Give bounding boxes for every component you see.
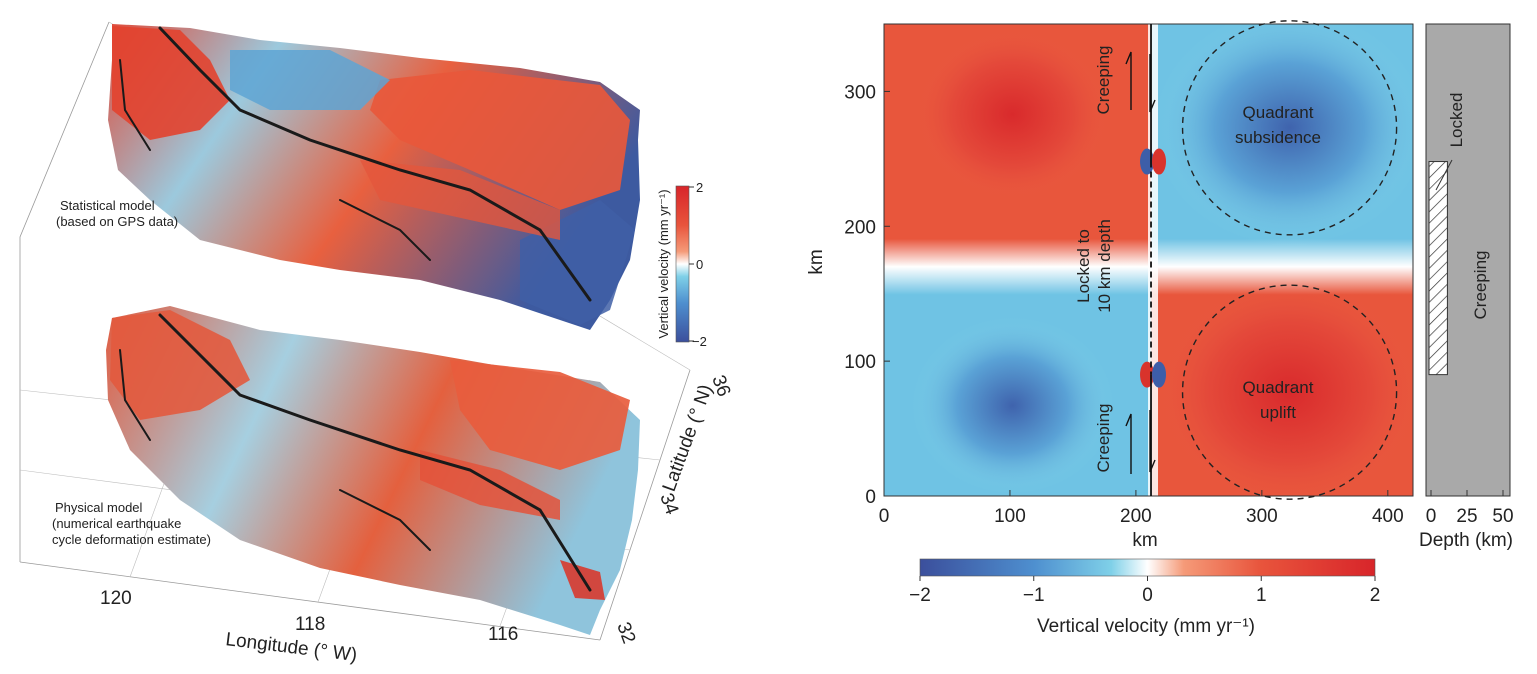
- uplift-label-line1: Quadrant: [1243, 378, 1314, 397]
- statistical-surface: [108, 24, 640, 330]
- surface-colorbar-bar: [675, 185, 690, 343]
- depth-tick-label: 50: [1492, 506, 1513, 527]
- uplift-circle: [1181, 284, 1398, 500]
- locked-leader-line: [1435, 159, 1453, 191]
- depth-tick-label: 0: [1426, 506, 1437, 527]
- x-tick-label: 100: [994, 506, 1026, 527]
- surface-colorbar: 2 0 −2 Vertical velocity (mm yr⁻¹): [656, 180, 707, 349]
- physical-red-east: [450, 360, 630, 470]
- colorbar-ticks: −2 −1 0 1 2: [909, 576, 1380, 606]
- uplift-label-line2: uplift: [1260, 403, 1296, 422]
- colorbar-tick-label: −2: [909, 585, 931, 606]
- surface-colorbar-tick-neg2: −2: [692, 334, 707, 349]
- longitude-tick-120: 120: [100, 588, 132, 609]
- longitude-tick-118: 118: [295, 614, 325, 635]
- longitude-axis-label: Longitude (° W): [224, 629, 358, 666]
- depth-profile-panel: Locked Creeping 0 25 50 Depth (km): [1419, 23, 1514, 551]
- arrow-down-bottom: [1149, 410, 1156, 473]
- fault-tip-top-red: [1152, 148, 1167, 175]
- y-axis-ticks: 0 100 200 300: [844, 82, 890, 508]
- latitude-tick-32: 32: [612, 620, 639, 647]
- subsidence-label-line1: Quadrant: [1243, 103, 1314, 122]
- statistical-faults: [119, 26, 592, 302]
- physical-faults: [119, 313, 592, 592]
- x-tick-label: 400: [1372, 506, 1404, 527]
- depth-axis-label: Depth (km): [1419, 530, 1513, 551]
- arrow-down-top: [1149, 54, 1156, 113]
- longitude-tick-116: 116: [488, 624, 518, 645]
- statistical-red-east: [370, 70, 630, 210]
- locked-zone: [1428, 161, 1448, 376]
- subsidence-core: [1153, 24, 1413, 246]
- y-tick-label: 300: [844, 82, 876, 103]
- surface-colorbar-tick-0: 0: [696, 257, 703, 272]
- statistical-label-line1: Statistical model: [60, 198, 155, 213]
- depth-axis-ticks: 0 25 50: [1426, 490, 1514, 527]
- plot-frame: [883, 23, 1414, 497]
- y-tick-label: 0: [865, 487, 876, 508]
- physical-label-line1: Physical model: [55, 500, 143, 515]
- fault-tip-bottom-blue: [1152, 361, 1167, 388]
- surface-colorbar-label: Vertical velocity (mm yr⁻¹): [656, 189, 671, 338]
- colorbar-tick-label: 1: [1256, 585, 1267, 606]
- physical-red-west: [110, 310, 250, 420]
- heatmap-fields: [884, 24, 1413, 496]
- velocity-colorbar: [919, 558, 1376, 577]
- locked-label-line2: 10 km depth: [1095, 219, 1114, 313]
- subsidence-circle: [1181, 20, 1398, 236]
- box-frame-left: [19, 21, 110, 562]
- physical-label-line2: (numerical earthquake: [52, 516, 181, 531]
- box-frame-diag: [599, 369, 691, 641]
- creeping-upper-label: Creeping: [1094, 46, 1113, 115]
- northwest-uplift-core: [911, 26, 1114, 203]
- colorbar-tick-label: 2: [1370, 585, 1381, 606]
- surface-map-panel: 2 0 −2 Vertical velocity (mm yr⁻¹) Stati…: [19, 21, 734, 666]
- statistical-blue-band: [230, 50, 390, 110]
- x-axis-ticks: 0 100 200 300 400: [879, 490, 1404, 527]
- x-tick-label: 0: [879, 506, 890, 527]
- y-axis-label: km: [806, 249, 827, 274]
- uplift-core: [1153, 274, 1413, 496]
- physical-surface: [106, 306, 640, 635]
- physical-label-line3: cycle deformation estimate): [52, 532, 211, 547]
- slip-arrows: [1125, 51, 1156, 474]
- y-tick-label: 200: [844, 217, 876, 238]
- x-axis-label: km: [1132, 530, 1157, 551]
- velocity-heatmap: Creeping Locked to 10 km depth Creeping …: [806, 20, 1414, 637]
- arrow-up-top: [1125, 51, 1132, 110]
- box-frame-floor: [19, 561, 601, 641]
- subsidence-label-line2: subsidence: [1235, 128, 1321, 147]
- southwest-subsidence-core: [911, 317, 1114, 494]
- statistical-red-band: [360, 160, 560, 240]
- locked-label: Locked: [1447, 93, 1466, 148]
- depth-tick-label: 25: [1456, 506, 1477, 527]
- creeping-lower-label: Creeping: [1094, 404, 1113, 473]
- fault-white-strip: [1148, 24, 1159, 496]
- surface-colorbar-tick-2: 2: [696, 180, 703, 195]
- colorbar-tick-label: −1: [1023, 585, 1045, 606]
- x-tick-label: 300: [1246, 506, 1278, 527]
- y-tick-label: 100: [844, 352, 876, 373]
- colorbar-tick-label: 0: [1142, 585, 1153, 606]
- statistical-label-line2: (based on GPS data): [56, 214, 178, 229]
- colorbar-label: Vertical velocity (mm yr⁻¹): [1037, 616, 1255, 637]
- creeping-depth-label: Creeping: [1471, 251, 1490, 320]
- locked-label-line1: Locked to: [1074, 229, 1093, 303]
- statistical-red-west: [112, 26, 230, 140]
- arrow-up-bottom: [1125, 413, 1132, 474]
- x-tick-label: 200: [1120, 506, 1152, 527]
